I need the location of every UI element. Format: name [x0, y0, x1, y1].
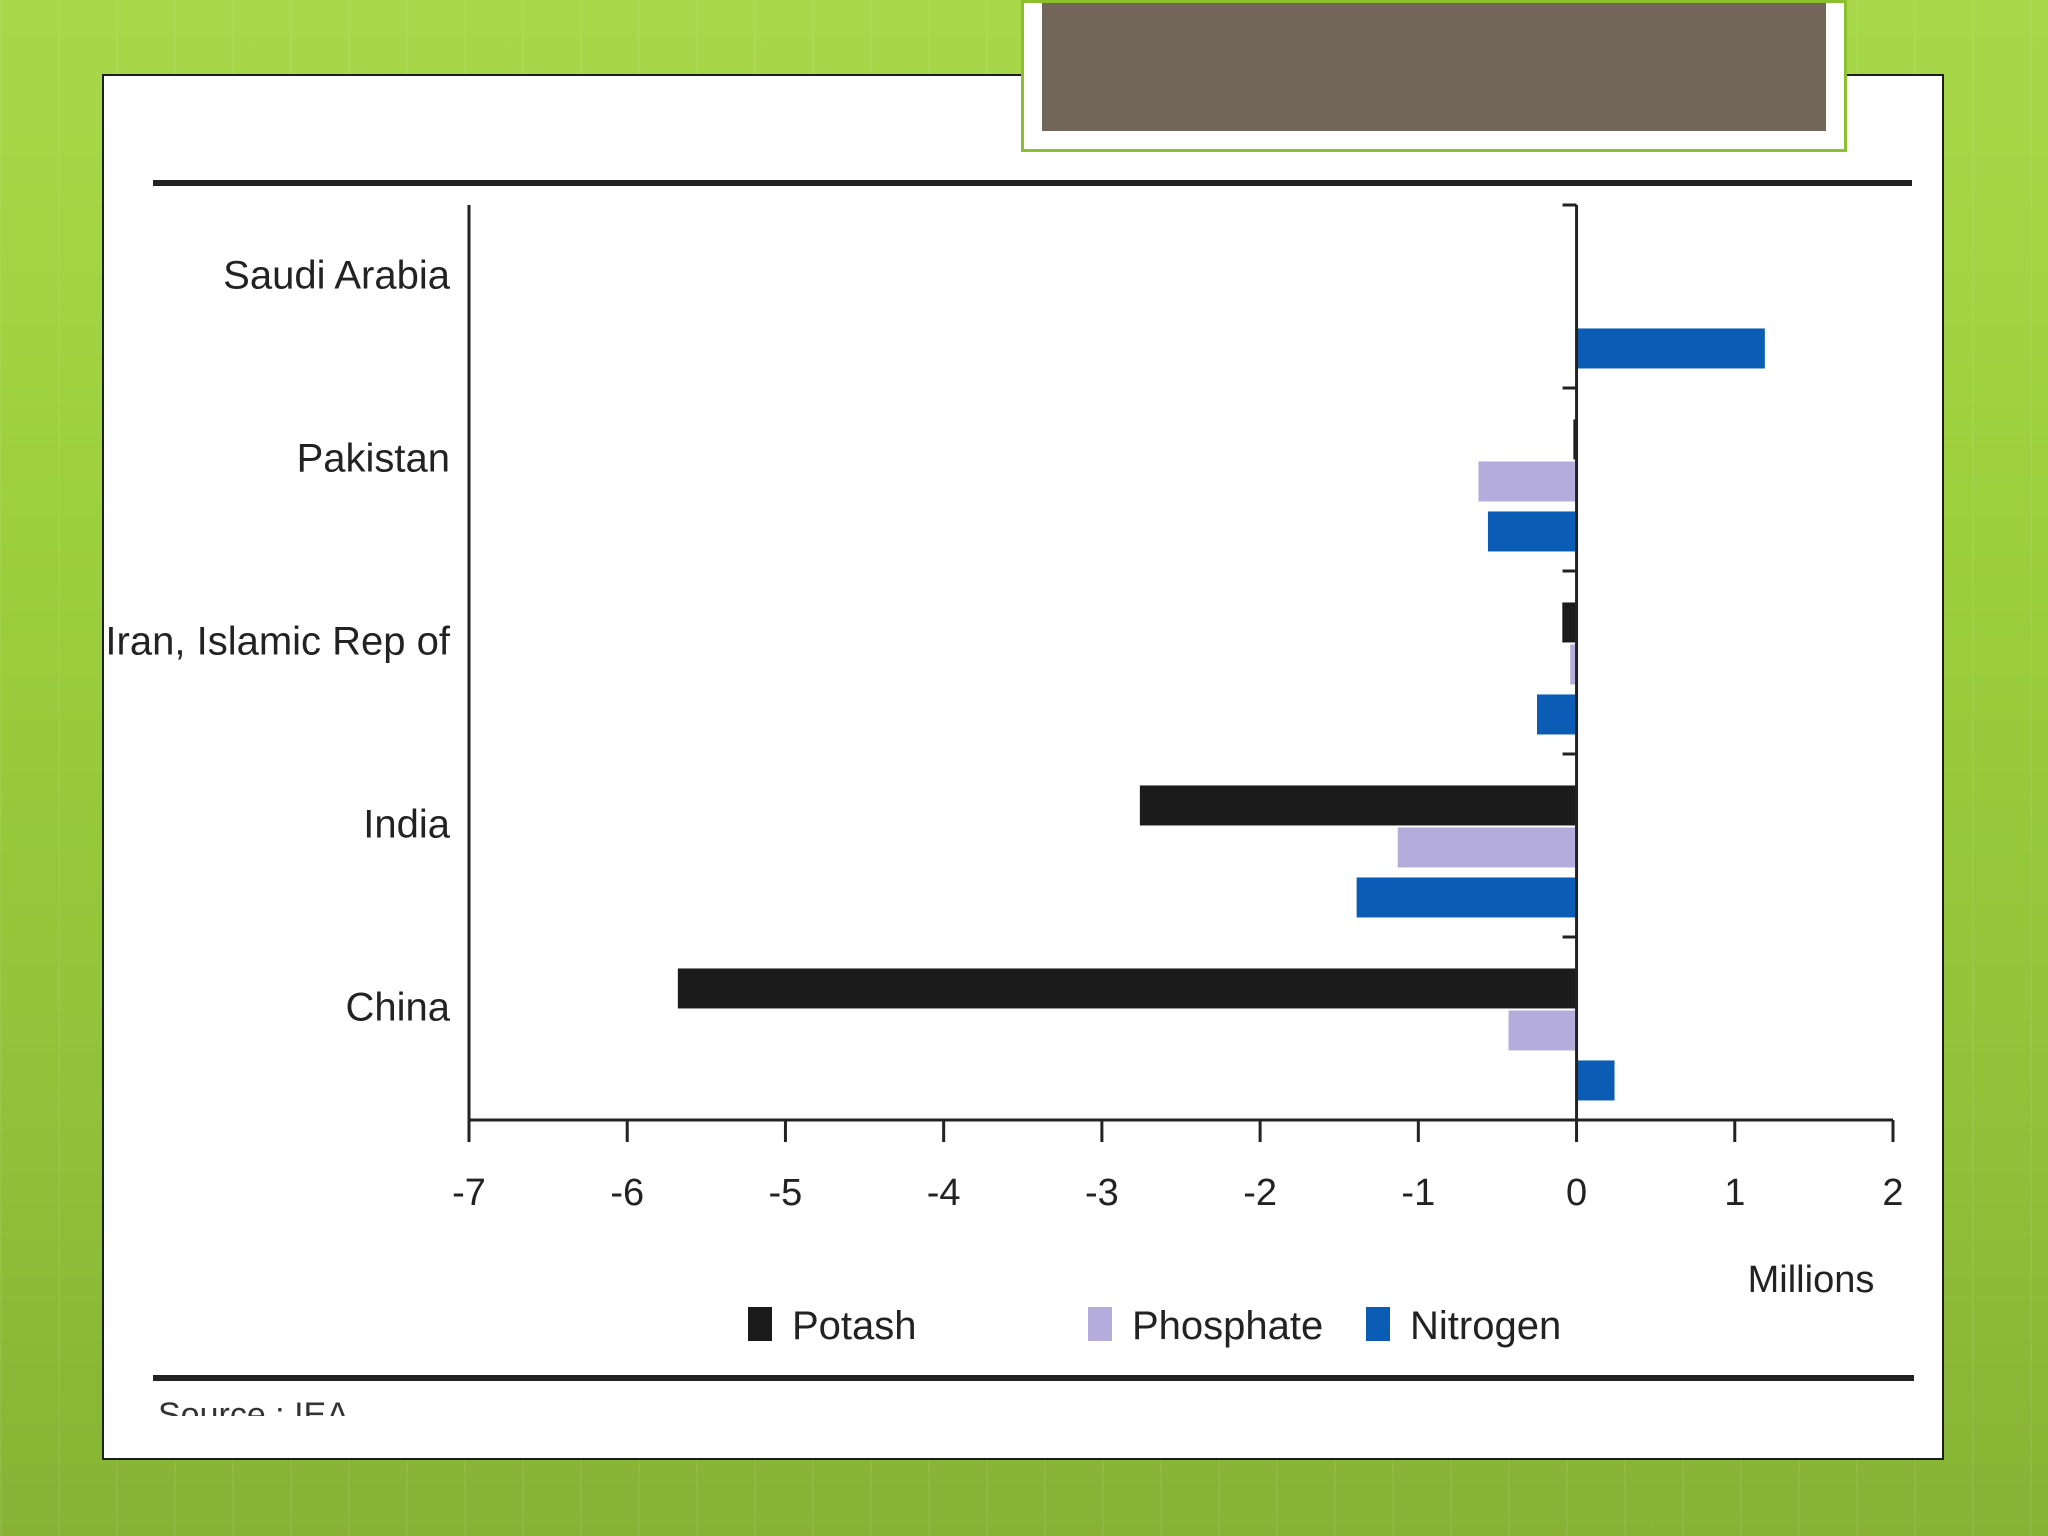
x-tick-label: -4	[927, 1172, 961, 1214]
bar-nitrogen-china	[1576, 1060, 1615, 1101]
x-tick-label: -1	[1401, 1172, 1435, 1214]
x-tick-label: -7	[452, 1172, 486, 1214]
category-label: Saudi Arabia	[223, 254, 451, 298]
chart-panel	[102, 74, 1944, 1460]
bar-phosphate-pakistan	[1478, 461, 1577, 502]
x-tick-label: 2	[1882, 1172, 1903, 1214]
category-label: China	[345, 986, 450, 1030]
category-label: India	[363, 803, 450, 847]
category-label: Pakistan	[297, 437, 450, 481]
bar-potash-pakistan	[1573, 419, 1577, 460]
x-tick-label: -2	[1243, 1172, 1277, 1214]
bar-phosphate-china	[1508, 1010, 1577, 1051]
axes-group: Saudi Arabia Pakistan Iran, Islamic Rep of…	[105, 203, 1904, 1214]
legend-swatch-nitrogen	[1366, 1307, 1390, 1341]
x-unit-label: Millions	[1748, 1259, 1875, 1301]
title-placeholder-fill	[1042, 3, 1826, 131]
category-label: Iran, Islamic Rep of	[105, 620, 450, 664]
bar-potash-india	[1139, 785, 1577, 826]
legend-swatch-phosphate	[1088, 1307, 1112, 1341]
legend-swatch-potash	[748, 1307, 772, 1341]
x-tick-label: 0	[1566, 1172, 1587, 1214]
legend-label-phosphate: Phosphate	[1132, 1304, 1323, 1348]
x-tick-label: -5	[769, 1172, 803, 1214]
bar-phosphate-india	[1397, 827, 1577, 868]
bar-potash-china	[677, 968, 1577, 1009]
legend: Potash Phosphate Nitrogen	[748, 1304, 1561, 1348]
bar-phosphate-iran-islamic-rep-of	[1570, 644, 1577, 685]
x-tick-label: 1	[1724, 1172, 1745, 1214]
bar-nitrogen-saudi-arabia	[1576, 328, 1765, 369]
bar-nitrogen-pakistan	[1487, 511, 1577, 552]
title-placeholder	[1021, 0, 1847, 152]
x-tick-label: -3	[1085, 1172, 1119, 1214]
bar-potash-iran-islamic-rep-of	[1562, 602, 1577, 643]
bars-group	[677, 328, 1765, 1101]
bar-nitrogen-india	[1356, 877, 1577, 918]
x-tick-label: -6	[610, 1172, 644, 1214]
legend-label-potash: Potash	[792, 1304, 917, 1348]
bar-nitrogen-iran-islamic-rep-of	[1537, 694, 1577, 735]
legend-label-nitrogen: Nitrogen	[1410, 1304, 1561, 1348]
source-note: Source : IEA	[158, 1396, 349, 1434]
